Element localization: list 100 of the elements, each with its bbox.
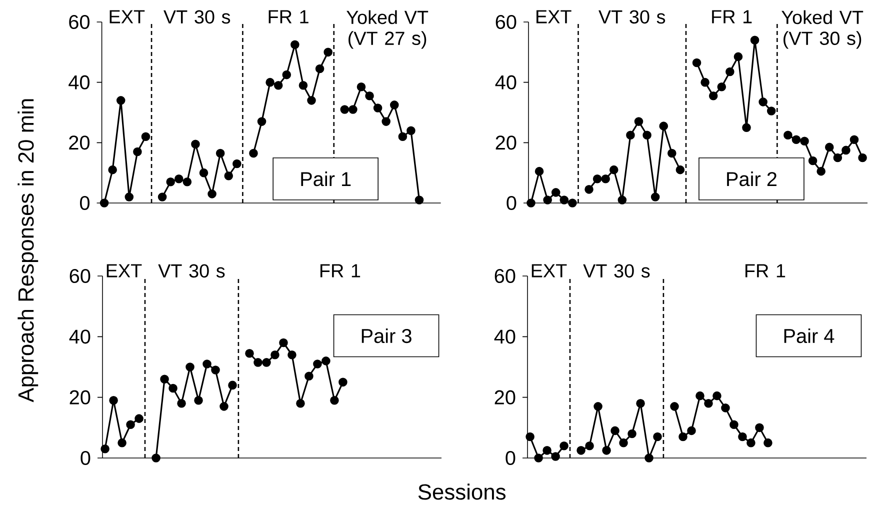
point <box>282 70 292 80</box>
y-tick-label: 40 <box>69 330 90 344</box>
annotation: FR 1 <box>320 264 360 278</box>
point <box>584 185 594 194</box>
point <box>687 426 696 436</box>
point <box>543 196 552 204</box>
annotation: VT 30 s <box>158 264 225 278</box>
point <box>551 188 560 197</box>
point <box>270 350 280 360</box>
point <box>792 135 801 144</box>
point <box>330 396 339 405</box>
point <box>634 117 644 126</box>
point <box>746 438 756 448</box>
annotation: EXT <box>536 10 572 24</box>
point <box>141 132 150 142</box>
point <box>298 80 308 90</box>
y-tick-label: 60 <box>496 14 516 30</box>
point <box>816 166 826 176</box>
point <box>653 432 662 442</box>
point <box>304 372 314 381</box>
point <box>626 130 635 140</box>
point <box>670 402 679 411</box>
point <box>338 378 348 387</box>
point <box>534 454 543 462</box>
point <box>758 98 768 106</box>
y-tick-label: 60 <box>70 268 90 284</box>
point <box>254 358 262 367</box>
point <box>850 135 859 144</box>
annotation: Yoked VT (VT 27 s) <box>346 10 428 49</box>
point <box>116 96 126 105</box>
point <box>717 82 726 92</box>
annotation: VT 30 s <box>598 10 666 24</box>
point <box>696 391 704 400</box>
point <box>542 446 552 455</box>
y-tick-label: 40 <box>494 330 516 344</box>
y-tick-label: 60 <box>494 268 516 284</box>
point <box>100 198 109 208</box>
point <box>134 414 144 423</box>
point <box>755 423 764 432</box>
point <box>356 82 366 92</box>
point <box>784 130 792 140</box>
annotation: Pair 3 <box>362 328 412 344</box>
point <box>220 402 228 411</box>
point <box>186 362 194 372</box>
point <box>642 130 652 140</box>
point <box>109 396 118 405</box>
point <box>833 153 842 162</box>
point <box>191 140 200 149</box>
point <box>601 174 610 184</box>
point <box>279 338 288 348</box>
point <box>365 92 374 100</box>
point <box>216 148 225 158</box>
point <box>712 391 722 400</box>
point <box>194 396 203 405</box>
y-tick-label: 0 <box>506 450 516 466</box>
annotation: Pair 1 <box>301 172 351 186</box>
point <box>750 36 760 44</box>
point <box>721 404 730 412</box>
point <box>526 198 536 208</box>
point <box>208 190 216 198</box>
point <box>118 438 126 448</box>
point <box>202 360 212 368</box>
point <box>313 360 322 368</box>
point <box>568 198 577 208</box>
point <box>324 48 332 57</box>
point <box>704 399 713 408</box>
point <box>158 192 167 202</box>
point <box>406 126 416 135</box>
point <box>766 106 776 116</box>
point <box>764 438 772 448</box>
point <box>348 105 358 114</box>
point <box>609 165 618 174</box>
point <box>274 80 283 90</box>
point <box>224 171 234 180</box>
y-tick-label: 20 <box>70 390 90 404</box>
point <box>526 432 534 442</box>
annotation: Yoked VT (VT 30 s) <box>782 10 864 49</box>
y-tick-label: 0 <box>80 450 90 466</box>
point <box>266 78 274 87</box>
point <box>726 67 734 76</box>
point <box>373 104 382 112</box>
point <box>734 52 743 62</box>
point <box>174 174 184 184</box>
annotation: FR 1 <box>712 10 752 24</box>
point <box>340 105 350 114</box>
annotation: VT 30 s <box>583 264 650 278</box>
point <box>808 156 818 166</box>
point <box>108 165 117 174</box>
point <box>560 196 569 204</box>
point <box>700 78 710 87</box>
point <box>211 366 220 374</box>
y-axis-title: Approach Responses in 20 min <box>18 99 38 402</box>
point <box>824 142 834 152</box>
point <box>628 429 636 438</box>
point <box>124 192 134 202</box>
point <box>534 166 544 176</box>
point <box>676 165 685 174</box>
point <box>177 399 186 408</box>
point <box>245 348 254 358</box>
point <box>576 446 586 455</box>
